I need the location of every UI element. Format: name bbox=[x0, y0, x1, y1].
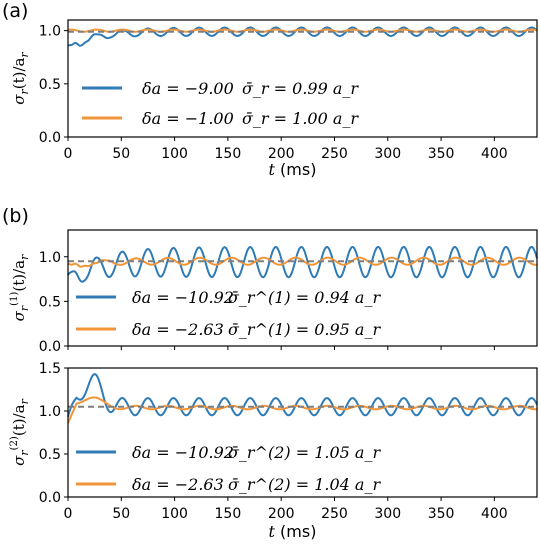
series-line-2 bbox=[67, 396, 538, 424]
legend-delta-a: δa = −2.63 bbox=[132, 475, 224, 494]
y-label-t: (t)/a bbox=[10, 404, 28, 436]
chart-panel-1: 0.0 0.5 1.0 0 50 100 150 200 250 300 350 400 t (ms) σ… bbox=[2, 0, 538, 179]
y-label-sigma: σ bbox=[10, 94, 28, 105]
x-tick-label: 400 bbox=[481, 146, 508, 162]
y-label-sub: r bbox=[18, 305, 31, 311]
x-tick-label: 200 bbox=[268, 506, 295, 522]
plot-frame bbox=[67, 229, 538, 347]
x-tick-label: 150 bbox=[215, 506, 242, 522]
x-tick-label: 200 bbox=[268, 146, 295, 162]
legend-delta-a: δa = −2.63 bbox=[132, 320, 224, 339]
y-label-sup: (1) bbox=[9, 292, 20, 306]
y-label-t: (t)/a bbox=[10, 57, 28, 89]
x-tick-label: 350 bbox=[428, 506, 455, 522]
y-label-sub: r bbox=[18, 450, 31, 456]
legend-mean: σ̄_r^(2) = 1.05 a_r bbox=[228, 443, 381, 462]
x-axis-unit: (ms) bbox=[280, 160, 316, 179]
y-axis-label: σr(1)(t)/ar bbox=[9, 254, 31, 321]
y-axis-label: σr(t)/ar bbox=[10, 52, 31, 105]
legend-delta-a: δa = −10.92 bbox=[132, 443, 234, 462]
x-tick-label: 100 bbox=[161, 146, 188, 162]
y-label-sub2: r bbox=[18, 52, 31, 58]
x-tick-label: 300 bbox=[374, 146, 401, 162]
x-tick-label: 350 bbox=[428, 146, 455, 162]
y-label-sup: (2) bbox=[9, 436, 20, 450]
x-axis-label: t (ms) bbox=[269, 522, 317, 541]
series-line-1 bbox=[67, 245, 538, 283]
chart-panel-2: 0.00.51.0σr(1)(t)/ar(b)δa = −10.92σ̄_r^(… bbox=[2, 205, 538, 355]
x-axis-var: t bbox=[269, 522, 281, 541]
x-axis-label: t (ms) bbox=[269, 160, 317, 179]
legend-delta-a: δa = −10.92 bbox=[132, 288, 234, 307]
y-tick-label: 0.0 bbox=[39, 339, 61, 355]
y-label-t: (t)/a bbox=[10, 260, 28, 292]
x-tick-label: 100 bbox=[161, 506, 188, 522]
y-tick-label: 0.0 bbox=[39, 490, 61, 506]
x-tick-label: 0 bbox=[64, 506, 73, 522]
y-label-sub2: r bbox=[18, 398, 31, 404]
y-tick-label: 0.5 bbox=[39, 447, 61, 463]
y-tick-label: 1.0 bbox=[39, 404, 61, 420]
y-tick-label: 1.0 bbox=[39, 250, 61, 266]
legend-delta-a: δa = −9.00 bbox=[142, 79, 234, 98]
series-line-1 bbox=[67, 373, 538, 418]
legend-delta-a: δa = −1.00 bbox=[142, 109, 234, 128]
y-tick-label: 1.5 bbox=[39, 361, 61, 377]
x-axis-var: t bbox=[269, 160, 281, 179]
x-tick-label: 50 bbox=[112, 506, 130, 522]
x-tick-label: 50 bbox=[112, 146, 130, 162]
series-line-2 bbox=[67, 28, 538, 33]
y-axis-label: σr(2)(t)/ar bbox=[9, 398, 31, 465]
legend-mean: σ̄_r^(1) = 0.94 a_r bbox=[228, 288, 381, 307]
chart-panel-3: 0.0 0.5 1.0 1.5 0 50 100 150 200 250 300 350 400 t (m… bbox=[9, 361, 538, 541]
legend-mean: σ̄_r = 0.99 a_r bbox=[242, 79, 359, 98]
x-tick-label: 250 bbox=[321, 506, 348, 522]
x-axis-unit: (ms) bbox=[280, 522, 316, 541]
y-label-sub: r bbox=[18, 89, 31, 95]
y-tick-label: 0.5 bbox=[39, 77, 61, 93]
plot-frame bbox=[67, 19, 538, 138]
y-tick-label: 0.0 bbox=[39, 130, 61, 146]
y-label-sigma: σ bbox=[10, 310, 28, 321]
x-tick-label: 150 bbox=[215, 146, 242, 162]
x-tick-label: 400 bbox=[481, 506, 508, 522]
panel-label: (a) bbox=[2, 0, 28, 22]
x-tick-label: 300 bbox=[374, 506, 401, 522]
panel-label: (b) bbox=[2, 205, 29, 227]
plot-frame bbox=[67, 367, 538, 498]
y-label-sigma: σ bbox=[10, 455, 28, 466]
x-tick-label: 0 bbox=[64, 146, 73, 162]
y-tick-label: 1.0 bbox=[39, 24, 61, 40]
y-tick-label: 0.5 bbox=[39, 294, 61, 310]
legend-mean: σ̄_r = 1.00 a_r bbox=[242, 109, 359, 128]
y-label-sub2: r bbox=[18, 254, 31, 260]
legend-mean: σ̄_r^(2) = 1.04 a_r bbox=[228, 475, 381, 494]
x-tick-label: 250 bbox=[321, 146, 348, 162]
legend-mean: σ̄_r^(1) = 0.95 a_r bbox=[228, 320, 381, 339]
